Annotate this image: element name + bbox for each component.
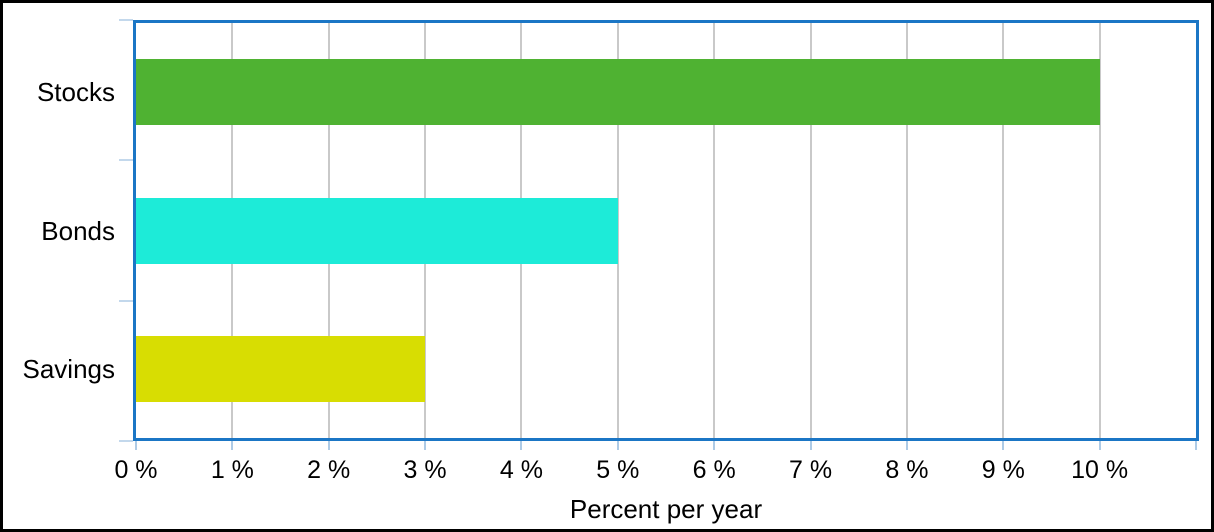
gridline-10 xyxy=(1098,23,1101,438)
plot-area-frame xyxy=(133,20,1199,441)
x-tick-label-9: 9 % xyxy=(981,456,1025,484)
x-tick-label-1: 1 % xyxy=(210,456,254,484)
x-tick-label-5: 5 % xyxy=(596,456,640,484)
x-tick-label-7: 7 % xyxy=(788,456,833,484)
y-tick xyxy=(119,299,133,302)
gridline-6 xyxy=(713,23,716,438)
x-tick-label-6: 6 % xyxy=(692,456,736,484)
x-tick-3 xyxy=(424,441,427,450)
y-tick xyxy=(119,19,133,21)
category-label-savings: Savings xyxy=(22,353,116,384)
x-tick-9 xyxy=(1002,441,1005,450)
x-tick-8 xyxy=(905,441,908,450)
y-tick xyxy=(119,440,133,442)
x-tick-label-0: 0 % xyxy=(114,456,158,484)
x-tick-7 xyxy=(809,441,812,450)
x-tick-5 xyxy=(616,441,619,450)
x-tick-1 xyxy=(231,441,234,450)
x-tick-label-2: 2 % xyxy=(307,456,351,484)
x-tick-0 xyxy=(135,441,137,450)
x-tick-label-4: 4 % xyxy=(499,456,543,484)
x-tick-11 xyxy=(1195,441,1197,450)
x-tick-label-10: 10 % xyxy=(1071,456,1129,484)
gridline-5 xyxy=(616,23,619,438)
x-tick-2 xyxy=(327,441,330,450)
plot-area xyxy=(136,23,1196,438)
x-tick-4 xyxy=(520,441,523,450)
y-tick xyxy=(119,159,133,162)
x-axis-title: Percent per year xyxy=(569,494,763,524)
category-label-stocks: Stocks xyxy=(36,77,115,108)
category-label-bonds: Bonds xyxy=(41,215,115,246)
gridline-8 xyxy=(905,23,908,438)
x-tick-label-8: 8 % xyxy=(885,456,929,484)
bar-savings xyxy=(136,335,426,402)
bar-stocks xyxy=(136,59,1100,126)
x-tick-6 xyxy=(713,441,716,450)
gridline-9 xyxy=(1002,23,1005,438)
bar-bonds xyxy=(136,197,618,264)
x-tick-10 xyxy=(1098,441,1101,450)
gridline-7 xyxy=(809,23,812,438)
x-tick-label-3: 3 % xyxy=(403,456,447,484)
